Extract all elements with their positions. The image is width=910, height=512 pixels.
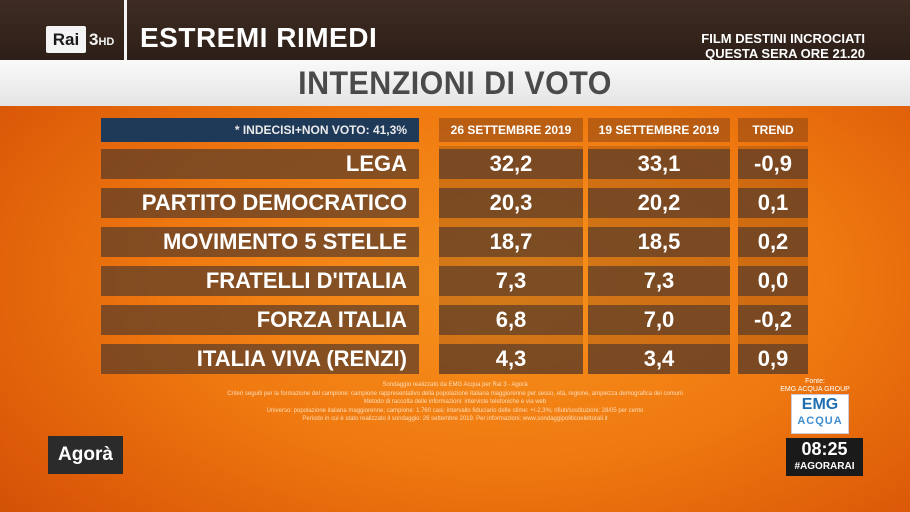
fine-print-line: Periodo in cui è stato realizzato il son… bbox=[302, 416, 608, 422]
hashtag: #AGORARAI bbox=[794, 461, 855, 472]
promo-text: FILM DESTINI INCROCIATI QUESTA SERA ORE … bbox=[701, 31, 865, 61]
trend-value: -0,9 bbox=[738, 149, 808, 179]
value-26-sept: 20,3 bbox=[439, 188, 583, 218]
source-prefix: Fonte: bbox=[805, 378, 825, 385]
title-bar: INTENZIONI DI VOTO bbox=[0, 60, 910, 106]
fine-print-line: Metodo di raccolta delle informazioni: i… bbox=[363, 399, 547, 405]
column-header-19-sept: 19 SETTEMBRE 2019 bbox=[588, 118, 730, 142]
value-26-sept: 32,2 bbox=[439, 149, 583, 179]
table-row: MOVIMENTO 5 STELLE 18,7 18,5 0,2 bbox=[0, 227, 910, 257]
fine-print-line: Universo: popolazione italiana maggioren… bbox=[266, 407, 644, 414]
acqua-logo-text: ACQUA bbox=[797, 415, 843, 427]
value-19-sept: 18,5 bbox=[588, 227, 730, 257]
value-26-sept: 4,3 bbox=[439, 344, 583, 374]
column-header-trend: TREND bbox=[738, 118, 808, 142]
column-strip bbox=[588, 146, 730, 374]
promo-line-1: FILM DESTINI INCROCIATI bbox=[701, 31, 865, 46]
value-19-sept: 33,1 bbox=[588, 149, 730, 179]
top-bar: Rai 3HD ESTREMI RIMEDI FILM DESTINI INCR… bbox=[0, 0, 910, 61]
value-19-sept: 7,0 bbox=[588, 305, 730, 335]
party-name: ITALIA VIVA (RENZI) bbox=[101, 344, 419, 374]
table-row: FRATELLI D'ITALIA 7,3 7,3 0,0 bbox=[0, 266, 910, 296]
source-name: EMG ACQUA GROUP bbox=[780, 386, 850, 393]
undecided-note: * INDECISI+NON VOTO: 41,3% bbox=[101, 118, 419, 142]
trend-value: -0,2 bbox=[738, 305, 808, 335]
agora-logo: Agorà bbox=[48, 436, 123, 474]
emg-logo-text: EMG bbox=[801, 396, 839, 413]
promo-line-2: QUESTA SERA ORE 21.20 bbox=[705, 46, 865, 61]
logo-divider bbox=[124, 0, 127, 60]
party-name: FRATELLI D'ITALIA bbox=[101, 266, 419, 296]
trend-value: 0,1 bbox=[738, 188, 808, 218]
column-strip bbox=[439, 146, 583, 374]
hd-badge: HD bbox=[98, 36, 115, 48]
party-name: MOVIMENTO 5 STELLE bbox=[101, 227, 419, 257]
source-label: Fonte: EMG ACQUA GROUP bbox=[780, 378, 850, 394]
methodology-fine-print: Sondaggio realizzato da EMG Acqua per Ra… bbox=[205, 381, 705, 433]
trend-value: 0,0 bbox=[738, 266, 808, 296]
value-19-sept: 20,2 bbox=[588, 188, 730, 218]
value-19-sept: 3,4 bbox=[588, 344, 730, 374]
value-19-sept: 7,3 bbox=[588, 266, 730, 296]
value-26-sept: 18,7 bbox=[439, 227, 583, 257]
trend-value: 0,2 bbox=[738, 227, 808, 257]
value-26-sept: 7,3 bbox=[439, 266, 583, 296]
party-name: PARTITO DEMOCRATICO bbox=[101, 188, 419, 218]
channel-number: 3HD bbox=[89, 27, 114, 55]
table-row: FORZA ITALIA 6,8 7,0 -0,2 bbox=[0, 305, 910, 335]
table-row: ITALIA VIVA (RENZI) 4,3 3,4 0,9 bbox=[0, 344, 910, 374]
fine-print-line: Sondaggio realizzato da EMG Acqua per Ra… bbox=[382, 382, 528, 388]
channel-number-digit: 3 bbox=[89, 30, 99, 49]
party-name: LEGA bbox=[101, 149, 419, 179]
column-strip bbox=[738, 146, 808, 374]
trend-value: 0,9 bbox=[738, 344, 808, 374]
program-title: ESTREMI RIMEDI bbox=[140, 22, 378, 53]
emg-acqua-logo: EMG ACQUA bbox=[791, 394, 849, 434]
party-name: FORZA ITALIA bbox=[101, 305, 419, 335]
fine-print-line: Criteri seguiti per la formazione del ca… bbox=[227, 390, 683, 397]
clock-time: 08:25 bbox=[801, 439, 848, 459]
table-row: PARTITO DEMOCRATICO 20,3 20,2 0,1 bbox=[0, 188, 910, 218]
rai-logo: Rai bbox=[46, 26, 86, 53]
page-title: INTENZIONI DI VOTO bbox=[298, 65, 612, 101]
clock-badge: 08:25 #AGORARAI bbox=[786, 438, 863, 476]
column-header-26-sept: 26 SETTEMBRE 2019 bbox=[439, 118, 583, 142]
value-26-sept: 6,8 bbox=[439, 305, 583, 335]
table-row: LEGA 32,2 33,1 -0,9 bbox=[0, 149, 910, 179]
